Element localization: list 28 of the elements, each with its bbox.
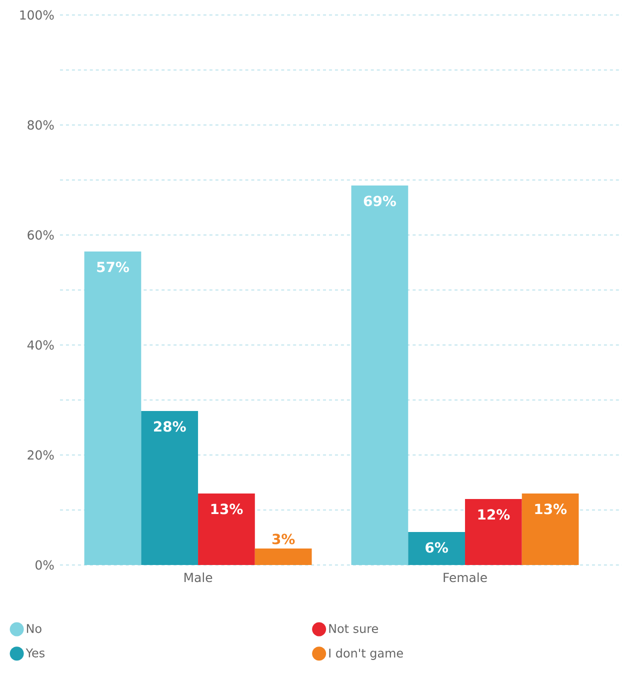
bar (465, 498, 522, 565)
legend-label: Yes (26, 648, 45, 658)
bar (84, 251, 142, 565)
y-tick-label: 60% (28, 230, 54, 240)
bar (522, 493, 579, 565)
bar (351, 185, 408, 565)
bar (198, 493, 255, 565)
legend-label: I don't game (329, 648, 403, 660)
y-tick-label: 100% (20, 10, 54, 20)
x-tick-label: Female (444, 572, 487, 582)
data-label: 13% (535, 504, 567, 514)
y-tick-label: 40% (27, 340, 54, 350)
bar (141, 410, 198, 565)
data-label: 57% (97, 262, 129, 272)
legend-label: Not sure (329, 624, 378, 634)
data-label: 13% (211, 504, 243, 514)
legend-label: No (26, 624, 42, 634)
y-tick-label: 20% (28, 450, 54, 460)
data-label: 69% (364, 196, 396, 206)
y-tick-label: 80% (28, 120, 54, 130)
data-label: 12% (478, 509, 510, 520)
x-tick-label: Male (184, 572, 212, 582)
data-label: 6% (426, 542, 448, 553)
bar (408, 532, 466, 565)
data-label: 3% (272, 534, 295, 544)
y-tick-label: 0% (36, 560, 54, 570)
bar (254, 548, 312, 565)
data-label: 28% (154, 421, 186, 432)
